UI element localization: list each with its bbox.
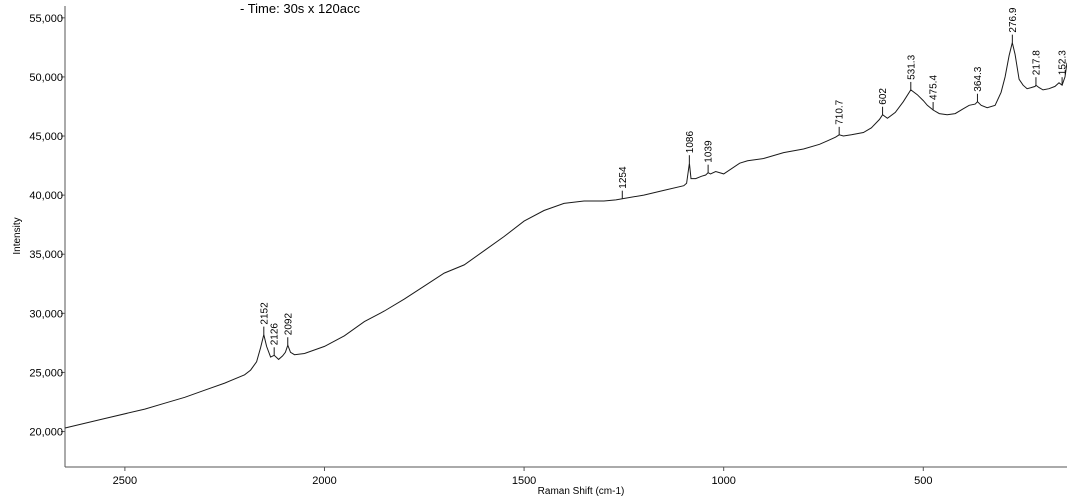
x-tick-label: 1500 [512, 475, 536, 487]
peak-label: 2126 [270, 323, 281, 346]
peak-label: 1086 [685, 131, 696, 154]
x-axis-label: Raman Shift (cm-1) [538, 486, 625, 497]
y-tick-label: 20,000 [29, 427, 63, 439]
peak-label: 276.9 [1008, 7, 1019, 32]
spectrum-series [64, 42, 1067, 429]
x-tick-label: 500 [914, 475, 932, 487]
y-axis-ticks: 20,000 25,000 30,000 35,000 40,000 45,000 50,0… [29, 13, 65, 439]
spectrum-line [64, 42, 1067, 429]
peak-label: 1039 [704, 140, 715, 163]
peak-label: 2092 [283, 313, 294, 336]
peak-label: 531.3 [906, 54, 917, 79]
y-tick-label: 45,000 [29, 131, 63, 143]
peak-label: 602 [878, 88, 889, 105]
x-tick-label: 1000 [711, 475, 735, 487]
acquisition-note: - Time: 30s x 120acc [240, 1, 360, 16]
peak-label: 217.8 [1031, 50, 1042, 75]
peak-label: 364.3 [973, 66, 984, 91]
peak-label: 475.4 [929, 75, 940, 100]
x-tick-label: 2000 [312, 475, 336, 487]
peak-label: 710.7 [835, 99, 846, 124]
y-tick-label: 30,000 [29, 308, 63, 320]
x-tick-label: 2500 [113, 475, 137, 487]
axes [64, 6, 1067, 468]
peak-label: 2152 [259, 302, 270, 325]
y-tick-label: 40,000 [29, 190, 63, 202]
y-tick-label: 50,000 [29, 72, 63, 84]
y-tick-label: 55,000 [29, 13, 63, 25]
peak-label: 1254 [618, 166, 629, 189]
x-axis-ticks: 2500 2000 1500 1000 500 [113, 467, 932, 487]
y-tick-label: 25,000 [29, 367, 63, 379]
peak-label: 152.3 [1058, 50, 1067, 75]
y-axis-label: Intensity [12, 217, 23, 254]
y-tick-label: 35,000 [29, 249, 63, 261]
